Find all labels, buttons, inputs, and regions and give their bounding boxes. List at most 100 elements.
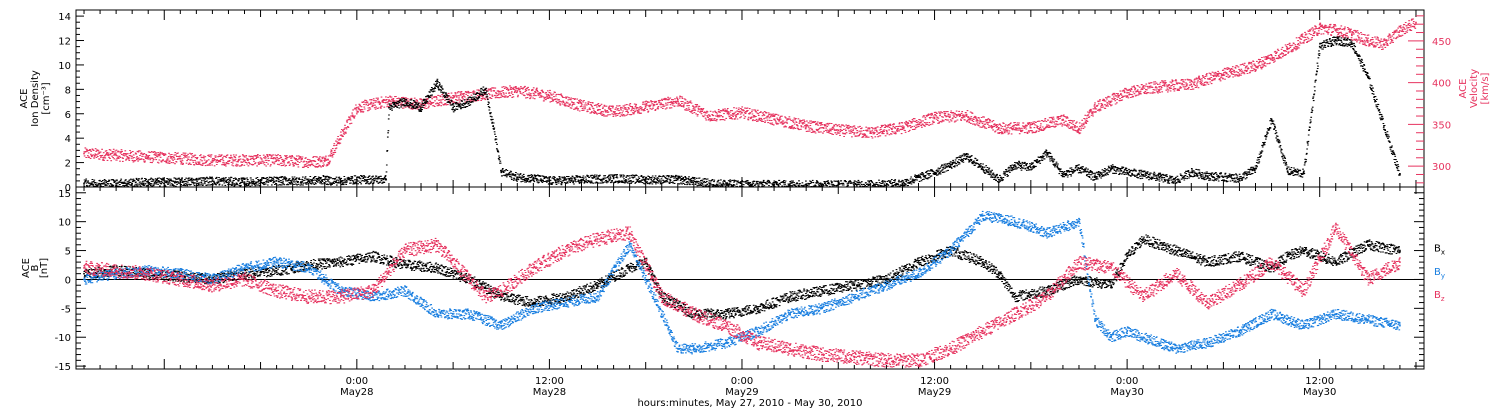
x-tick-label-date: May28 xyxy=(340,387,373,398)
bottom-y-tick-label: -5 xyxy=(61,304,71,315)
velocity-series-point xyxy=(676,100,679,102)
b-bx-series-point xyxy=(1238,255,1241,258)
top-y-tick-label: 8 xyxy=(65,85,71,96)
velocity-series-point xyxy=(83,152,85,155)
top-y2-label: ACEVelocity[km/s] xyxy=(1458,69,1491,108)
top-ylabel-line: [cm⁻³] xyxy=(41,82,52,114)
b-bx-series-point xyxy=(596,284,599,287)
density-series-point xyxy=(327,180,329,182)
bot-ylabel-line: ACE xyxy=(21,258,32,278)
b-by-series-point xyxy=(693,347,695,350)
b-by-series-point xyxy=(339,290,342,292)
axis-labels: ACEIon Density[cm⁻³] ACEVelocity[km/s] A… xyxy=(19,69,1491,409)
bottom-y-tick-label: -15 xyxy=(55,362,71,373)
b-bz-series-point xyxy=(243,278,246,281)
top-y-label: ACEIon Density[cm⁻³] xyxy=(19,70,52,127)
velocity-series-point xyxy=(323,160,326,162)
top-y2-tick-label: 400 xyxy=(1432,79,1451,90)
b-by-series-point xyxy=(981,215,984,217)
b-by-series-point xyxy=(404,290,406,292)
b-bx-series-point xyxy=(853,284,856,287)
b-bx-series-point xyxy=(757,307,759,310)
b-bx-series-point xyxy=(997,272,1000,275)
b-by-series-point xyxy=(1013,220,1016,223)
velocity-series-point xyxy=(243,159,246,162)
b-bz-series-point xyxy=(1399,261,1401,263)
b-by-series-point xyxy=(1270,313,1273,315)
b-by-series-point xyxy=(1302,324,1305,327)
density-series-point xyxy=(452,106,454,109)
b-bx-series-point xyxy=(291,267,294,269)
x-tick-label-time: 0:00 xyxy=(1116,376,1138,387)
density-series-point xyxy=(1158,176,1161,179)
velocity-series-point xyxy=(869,131,872,134)
density-series-point xyxy=(1367,76,1369,78)
top-y-tick-label: 14 xyxy=(58,12,71,23)
density-series-point xyxy=(372,178,374,181)
b-bx-series-point xyxy=(628,267,631,269)
b-bz-series-point xyxy=(404,249,406,252)
density-series-point xyxy=(436,82,438,85)
b-bz-series-point xyxy=(1142,295,1144,298)
legend-entry-by: By xyxy=(1434,267,1445,280)
velocity-series-point xyxy=(1190,83,1193,86)
x-tick-label-time: 0:00 xyxy=(346,376,368,387)
legend: Bx By Bz xyxy=(1434,244,1445,303)
velocity-series-point xyxy=(1399,30,1401,32)
density-series-point xyxy=(676,178,679,181)
b-bx-series xyxy=(83,234,1401,320)
b-bz-series-point xyxy=(83,267,85,269)
velocity-series-point xyxy=(1222,73,1225,76)
b-bx-series-point xyxy=(1126,255,1128,258)
top-panel: 0 2 4 6 8 10 12 14 300 350 400 450 xyxy=(58,9,1451,194)
b-by-series-point xyxy=(1238,330,1241,333)
bottom-y-tick-label: 5 xyxy=(65,247,71,258)
b-bz-series-point xyxy=(628,232,631,235)
velocity-series-point xyxy=(644,106,647,108)
b-by-series-point xyxy=(532,307,535,310)
top-y2label-line: Velocity xyxy=(1469,69,1480,108)
velocity-series-point xyxy=(420,103,422,106)
b-by-series-point xyxy=(628,243,631,246)
top-y2-tick-label: 350 xyxy=(1432,120,1451,131)
top-y2-tick-label: 300 xyxy=(1432,162,1451,173)
b-bz-series-point xyxy=(1334,226,1337,229)
x-tick-label-date: May30 xyxy=(1303,387,1336,398)
b-bz-series-point xyxy=(917,359,920,362)
b-bz-series-point xyxy=(1206,301,1209,304)
b-by-series-point xyxy=(147,269,150,272)
b-by-series-point xyxy=(1094,319,1096,321)
density-series-point xyxy=(420,106,422,109)
x-tick-label-date: May29 xyxy=(918,387,951,398)
x-tick-label-time: 12:00 xyxy=(1305,376,1334,387)
b-bz-series-point xyxy=(1302,290,1305,292)
b-bz-series-point xyxy=(1013,313,1016,315)
density-series-cloud xyxy=(83,36,1401,188)
x-tick-label-time: 12:00 xyxy=(535,376,564,387)
density-series-point xyxy=(1062,173,1064,176)
b-bz-series-point xyxy=(596,238,599,240)
top-y2-tick-label: 450 xyxy=(1432,37,1451,48)
b-by-series xyxy=(83,210,1401,355)
b-by-series-point xyxy=(1126,330,1128,333)
b-bz-series-point xyxy=(564,249,567,252)
velocity-series-point xyxy=(1126,91,1128,94)
b-by-series-point xyxy=(1206,342,1209,344)
density-series-point xyxy=(339,180,342,182)
b-bx-series-point xyxy=(725,313,727,315)
velocity-series-point xyxy=(709,115,711,117)
bottom-y-tick-label: 10 xyxy=(58,218,71,229)
b-bz-series-point xyxy=(789,347,791,350)
velocity-series-point xyxy=(548,95,551,97)
b-bx-series-point xyxy=(436,267,438,269)
b-by-series-point xyxy=(372,295,374,298)
b-bx-series-point xyxy=(500,295,503,298)
b-bx-series-point xyxy=(532,301,535,304)
b-by-series-point xyxy=(885,284,888,287)
velocity-series-point xyxy=(1094,106,1096,109)
density-series-point xyxy=(516,176,519,179)
velocity-series-point xyxy=(1318,27,1321,30)
density-series-point xyxy=(179,181,182,183)
velocity-series-point xyxy=(1415,21,1417,24)
